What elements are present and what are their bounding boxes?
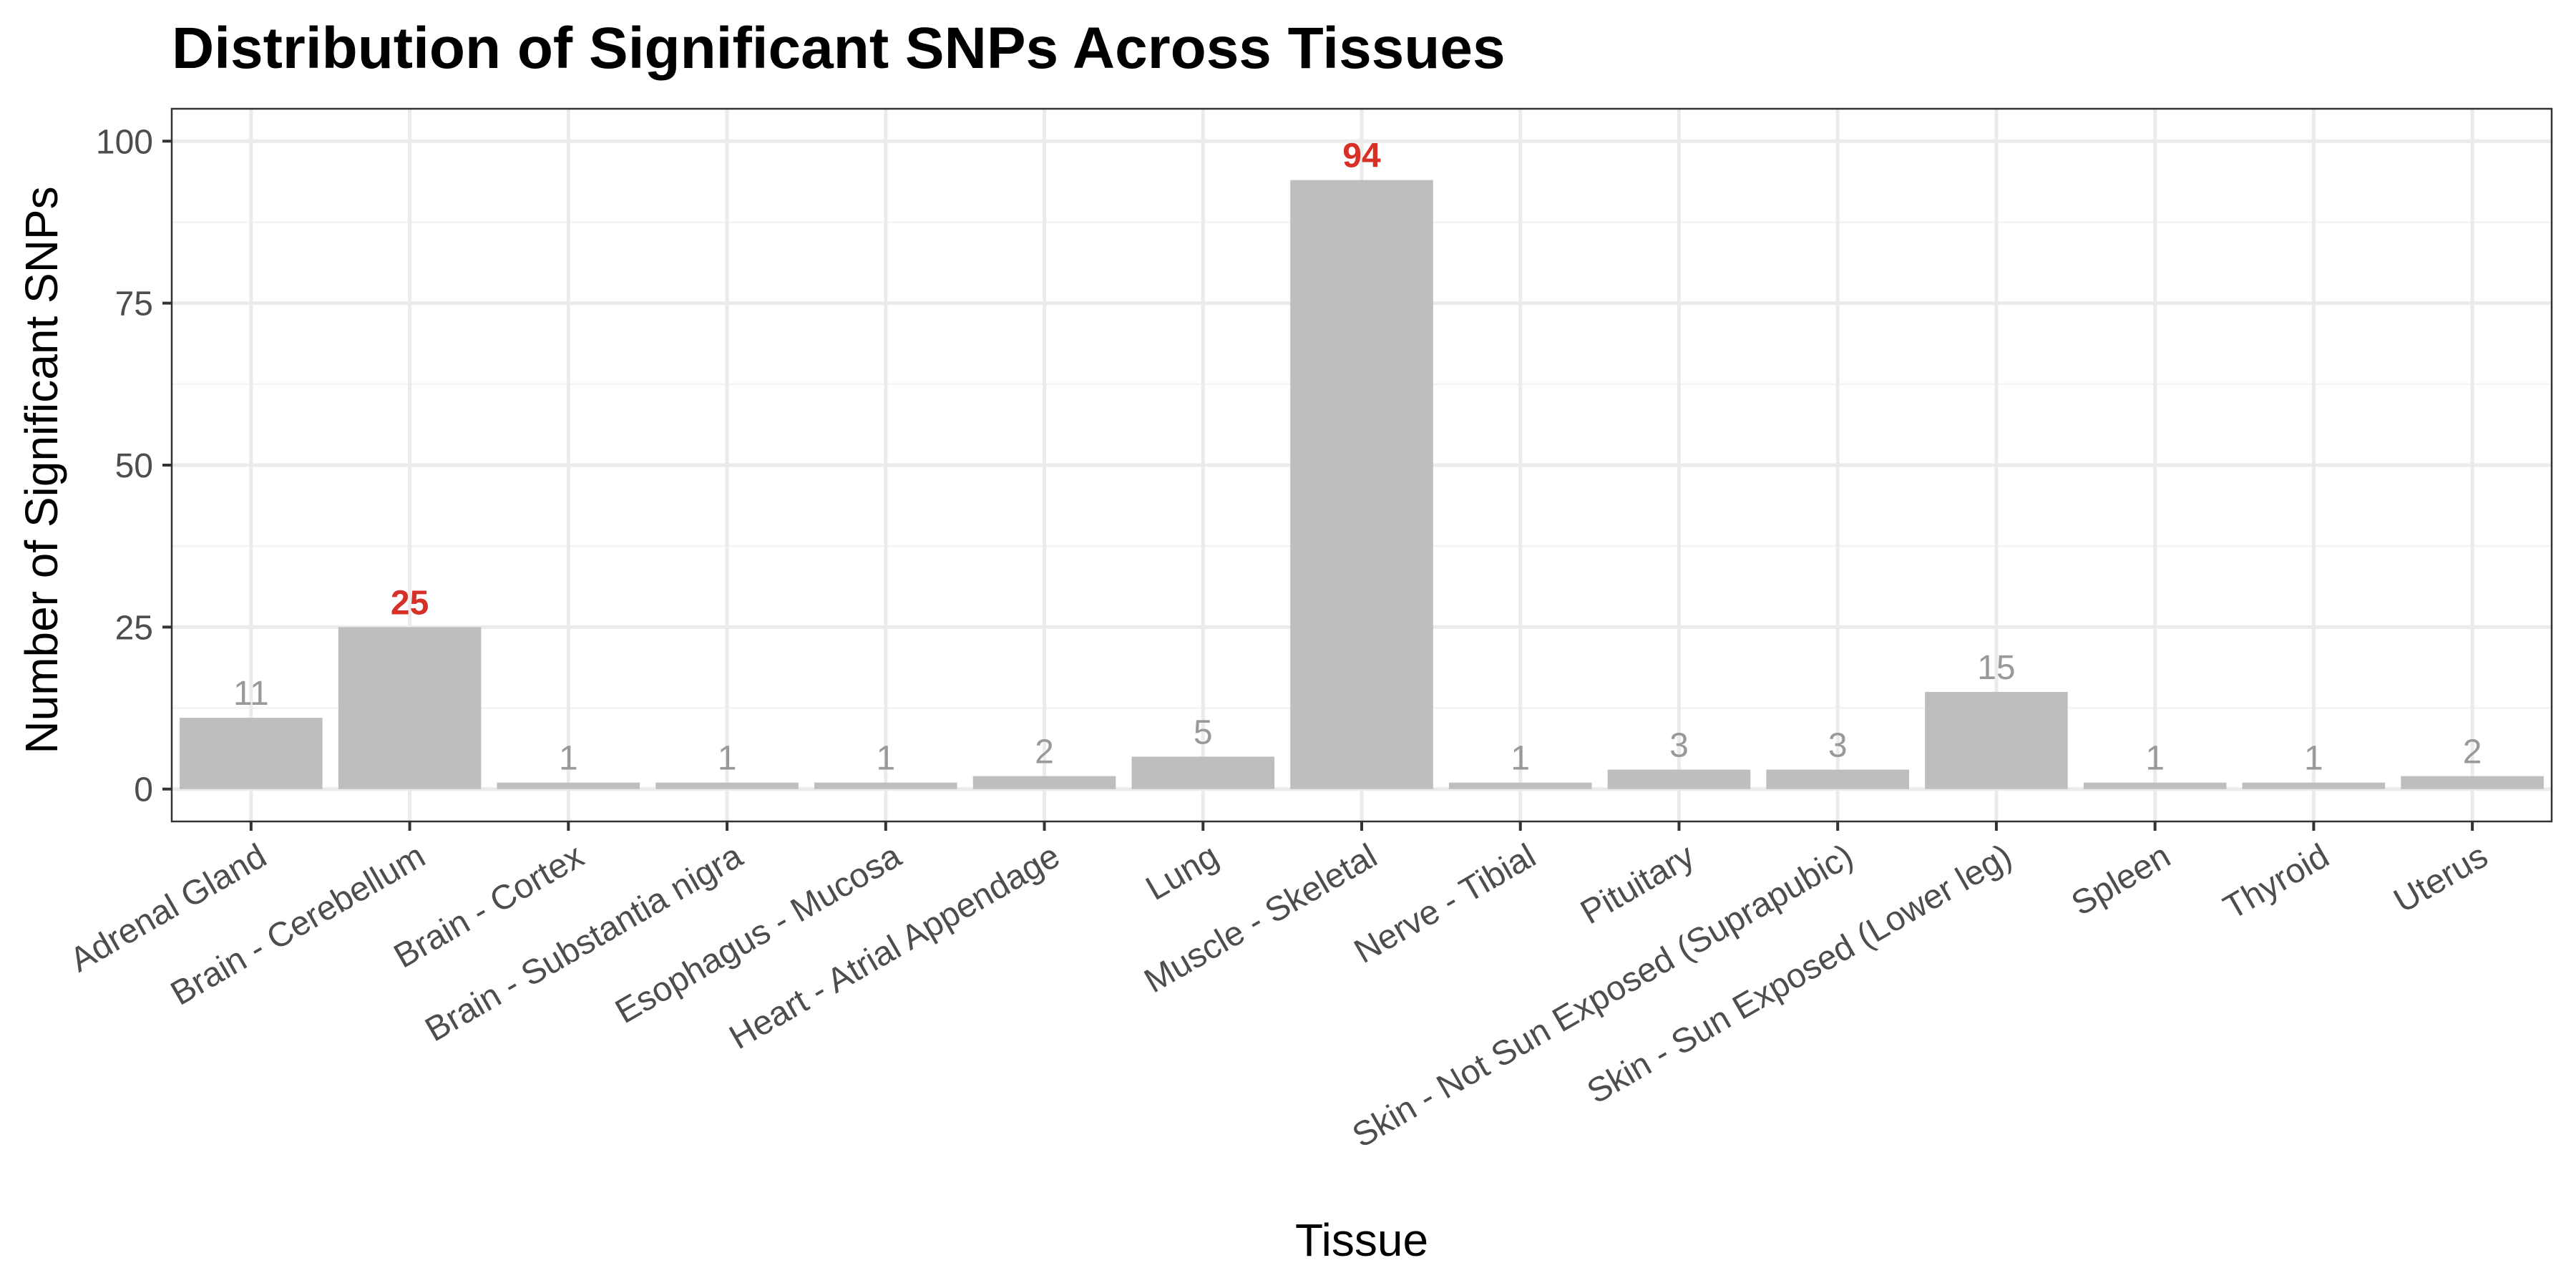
y-tick-label: 25	[115, 609, 153, 647]
bar-lung	[1131, 756, 1275, 789]
y-tick-label: 75	[115, 286, 153, 323]
bar-label-brain-cerebellum: 25	[391, 584, 429, 622]
bar-label-pituitary: 3	[1669, 727, 1689, 765]
y-axis: 0 25 50 75 100	[96, 123, 172, 809]
x-tick-label-uterus: Uterus	[2388, 837, 2494, 921]
x-tick-label-lung: Lung	[1140, 837, 1225, 908]
bar-nerve-tibial	[1448, 782, 1592, 789]
bar-pituitary	[1607, 769, 1751, 789]
bar-label-uterus: 2	[2463, 733, 2482, 771]
bar-label-brain-cortex: 1	[559, 740, 578, 778]
y-tick-label: 100	[96, 123, 153, 161]
x-tick-label-nerve-tibial: Nerve - Tibial	[1348, 837, 1542, 971]
x-tick-label-spleen: Spleen	[2065, 837, 2177, 924]
x-tick-label-thyroid: Thyroid	[2218, 837, 2336, 927]
bar-thyroid	[2242, 782, 2386, 789]
bar-skin-not-sun-exposed-suprapubic	[1766, 769, 1909, 789]
bar-adrenal-gland	[180, 718, 323, 789]
bar-label-spleen: 1	[2145, 740, 2165, 778]
chart-title: Distribution of Significant SNPs Across …	[172, 16, 1506, 81]
bar-muscle-skeletal	[1290, 180, 1433, 789]
bar-skin-sun-exposed-lower-leg	[1925, 691, 2068, 789]
x-tick-label-brain-cerebellum: Brain - Cerebellum	[165, 837, 431, 1013]
bar-label-lung: 5	[1194, 713, 1213, 751]
x-axis-title: Tissue	[1295, 1214, 1428, 1266]
bar-label-thyroid: 1	[2304, 740, 2323, 778]
bar-brain-substantia-nigra	[655, 782, 799, 789]
y-tick-label: 0	[134, 771, 153, 809]
bar-label-adrenal-gland: 11	[233, 675, 269, 713]
bar-spleen	[2083, 782, 2227, 789]
bar-label-nerve-tibial: 1	[1511, 740, 1530, 778]
bars	[180, 180, 2544, 789]
x-tick-label-pituitary: Pituitary	[1574, 837, 1701, 932]
bar-label-skin-not-sun-exposed-suprapubic: 3	[1828, 727, 1848, 765]
bar-label-brain-substantia-nigra: 1	[718, 740, 737, 778]
bar-label-muscle-skeletal: 94	[1342, 137, 1381, 175]
y-axis-title: Number of Significant SNPs	[16, 186, 67, 753]
bar-uterus	[2401, 776, 2544, 789]
bar-heart-atrial-appendage	[972, 776, 1116, 789]
bar-label-skin-sun-exposed-lower-leg: 15	[1977, 649, 2015, 687]
bar-label-heart-atrial-appendage: 2	[1035, 733, 1054, 771]
y-tick-label: 50	[115, 447, 153, 485]
bar-brain-cortex	[497, 782, 640, 789]
bar-esophagus-mucosa	[814, 782, 957, 789]
bar-brain-cerebellum	[338, 627, 482, 789]
bar-label-esophagus-mucosa: 1	[876, 740, 895, 778]
x-tick-label-esophagus-mucosa: Esophagus - Mucosa	[609, 836, 907, 1031]
